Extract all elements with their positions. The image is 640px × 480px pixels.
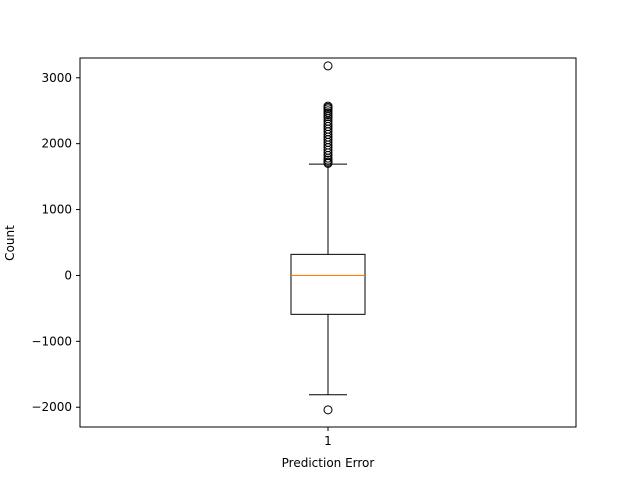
iqr-box [290,253,366,315]
x-tick-label: 1 [324,434,332,448]
y-tick-label: −2000 [31,400,72,414]
outlier-point [323,116,333,126]
outlier-point [323,119,333,129]
y-tick-label: 0 [64,268,72,282]
y-axis-label: Count [3,225,17,261]
x-axis-label: Prediction Error [282,456,375,470]
y-tick-label: 1000 [41,203,72,217]
y-tick-label: 2000 [41,137,72,151]
y-tick-label: −1000 [31,334,72,348]
outlier-point [323,405,333,415]
y-tick-label: 3000 [41,71,72,85]
outlier-point [323,101,333,111]
outlier-point [323,61,333,71]
plot-area: −2000 −1000 0 1000 2000 3000 1 [31,57,577,448]
